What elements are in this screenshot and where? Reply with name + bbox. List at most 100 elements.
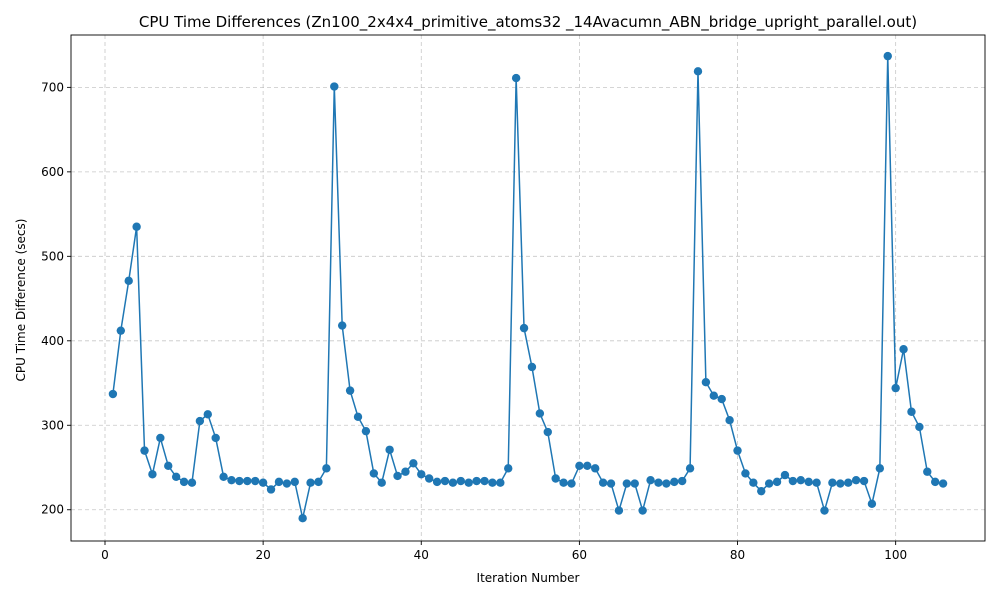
data-point [828, 478, 837, 487]
data-point [598, 478, 608, 487]
data-point [211, 433, 220, 443]
data-point [488, 478, 497, 487]
data-point [274, 477, 284, 487]
x-tick-label: 0 [101, 548, 109, 562]
data-point [559, 478, 568, 487]
data-point [844, 478, 853, 487]
data-point [891, 383, 900, 393]
data-point [448, 478, 458, 487]
data-point [749, 478, 758, 487]
data-point [164, 461, 173, 471]
data-point [258, 478, 268, 487]
data-point [606, 479, 616, 488]
data-point [733, 446, 742, 455]
data-point [353, 412, 363, 422]
data-point [179, 477, 189, 487]
data-point [243, 476, 252, 486]
x-axis-ticks: 0 20 40 60 80 100 [101, 541, 907, 562]
data-point [464, 478, 473, 487]
data-point [140, 446, 149, 455]
data-point [646, 475, 655, 485]
data-point [203, 410, 212, 419]
data-point [583, 461, 592, 471]
data-point [124, 276, 133, 286]
data-point [859, 476, 869, 486]
data-point [282, 479, 292, 488]
data-point [345, 386, 355, 395]
data-point [804, 477, 813, 487]
data-point [235, 476, 244, 486]
data-point [401, 467, 410, 476]
data-point [480, 476, 489, 486]
data-point [290, 477, 299, 487]
data-point [266, 485, 276, 494]
data-point [527, 362, 537, 372]
series-layer [108, 51, 948, 523]
data-point [677, 476, 687, 486]
data-point [330, 82, 339, 91]
y-tick-label: 600 [41, 165, 64, 179]
data-point [662, 479, 671, 488]
data-point [701, 377, 711, 387]
data-point [780, 470, 790, 480]
data-point [385, 445, 394, 454]
y-axis-ticks: 200 300 400 500 600 700 [41, 80, 71, 517]
data-point [938, 479, 948, 488]
data-point [337, 321, 347, 330]
y-tick-label: 300 [41, 418, 64, 432]
data-point [788, 476, 798, 486]
data-point [543, 427, 552, 437]
data-point [377, 478, 386, 487]
data-point [417, 470, 426, 479]
data-point [670, 477, 679, 487]
data-point [424, 474, 434, 483]
data-point [591, 464, 600, 473]
data-point [440, 476, 450, 486]
data-point [298, 513, 307, 523]
data-point [535, 409, 545, 418]
data-point [156, 433, 165, 443]
data-point [796, 475, 805, 485]
chart-title: CPU Time Differences (Zn100_2x4x4_primit… [139, 13, 917, 32]
x-tick-label: 40 [414, 548, 429, 562]
data-point [725, 416, 734, 425]
data-point [764, 479, 774, 488]
data-point [772, 477, 782, 487]
data-point [306, 478, 315, 487]
y-tick-label: 700 [41, 80, 64, 94]
data-point [875, 464, 885, 473]
data-point [251, 476, 260, 486]
data-point [867, 499, 877, 509]
data-point [638, 506, 647, 515]
y-tick-label: 200 [41, 503, 64, 517]
data-point [741, 469, 750, 478]
data-point [432, 477, 442, 487]
data-point [812, 478, 821, 487]
data-point [187, 478, 197, 487]
data-point [654, 478, 663, 487]
data-point [820, 506, 829, 515]
y-axis-label: CPU Time Difference (secs) [14, 219, 28, 382]
x-tick-label: 20 [255, 548, 270, 562]
data-point [116, 326, 126, 335]
data-point [709, 391, 719, 400]
data-point [227, 475, 236, 485]
data-point [322, 464, 331, 473]
data-point [314, 477, 323, 487]
data-point [472, 476, 481, 486]
data-point [836, 479, 845, 488]
data-point [519, 323, 529, 333]
data-point [496, 478, 505, 487]
x-axis-label: Iteration Number [477, 571, 580, 585]
data-point [693, 67, 703, 76]
y-tick-label: 500 [41, 249, 64, 263]
x-tick-label: 100 [884, 548, 907, 562]
data-point [361, 426, 371, 436]
data-point [148, 470, 157, 479]
data-point [923, 467, 932, 476]
data-point [915, 422, 924, 432]
data-point [907, 407, 916, 416]
x-tick-label: 60 [572, 548, 587, 562]
y-tick-label: 400 [41, 334, 64, 348]
